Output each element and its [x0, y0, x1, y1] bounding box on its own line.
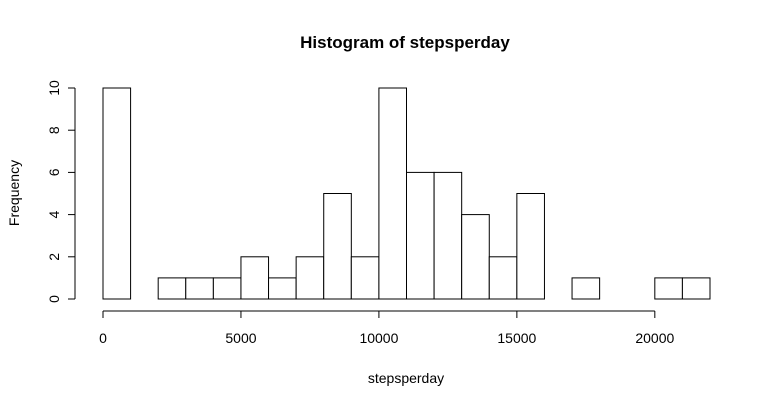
y-tick-label: 2	[46, 253, 62, 261]
histogram-bar	[378, 87, 407, 300]
y-axis-label: Frequency	[6, 160, 22, 226]
x-tick-label: 10000	[359, 330, 398, 346]
histogram-bar	[350, 256, 380, 300]
histogram-bar	[488, 256, 518, 300]
histogram-bar	[461, 214, 490, 300]
y-tick-label: 4	[46, 210, 62, 218]
histogram-bar	[240, 256, 270, 300]
histogram-bar	[102, 87, 132, 300]
chart-title: Histogram of stepsperday	[300, 33, 510, 52]
histogram-bar	[406, 171, 435, 300]
bars-group	[102, 87, 711, 300]
histogram-bar	[433, 171, 463, 300]
histogram-bar	[268, 277, 297, 300]
histogram-bar	[681, 277, 711, 300]
x-tick-label: 0	[99, 330, 107, 346]
x-axis-label: stepsperday	[368, 370, 444, 386]
x-tick-label: 20000	[635, 330, 674, 346]
y-tick-label: 10	[46, 80, 62, 96]
histogram-bar	[212, 277, 242, 300]
histogram-bar	[295, 256, 325, 300]
histogram-bar	[571, 277, 601, 300]
y-tick-label: 6	[46, 168, 62, 176]
x-tick-label: 15000	[497, 330, 536, 346]
x-axis: 0 5000 10000 15000 20000	[99, 310, 674, 346]
y-tick-label: 0	[46, 295, 62, 303]
histogram-bar	[516, 193, 545, 300]
histogram-bar	[654, 277, 683, 300]
y-tick-label: 8	[46, 126, 62, 134]
y-axis: 0 2 4 6 8 10	[46, 80, 76, 303]
histogram-bar	[185, 277, 214, 300]
histogram-bar	[323, 193, 352, 300]
histogram-bar	[157, 277, 187, 300]
x-tick-label: 5000	[225, 330, 256, 346]
